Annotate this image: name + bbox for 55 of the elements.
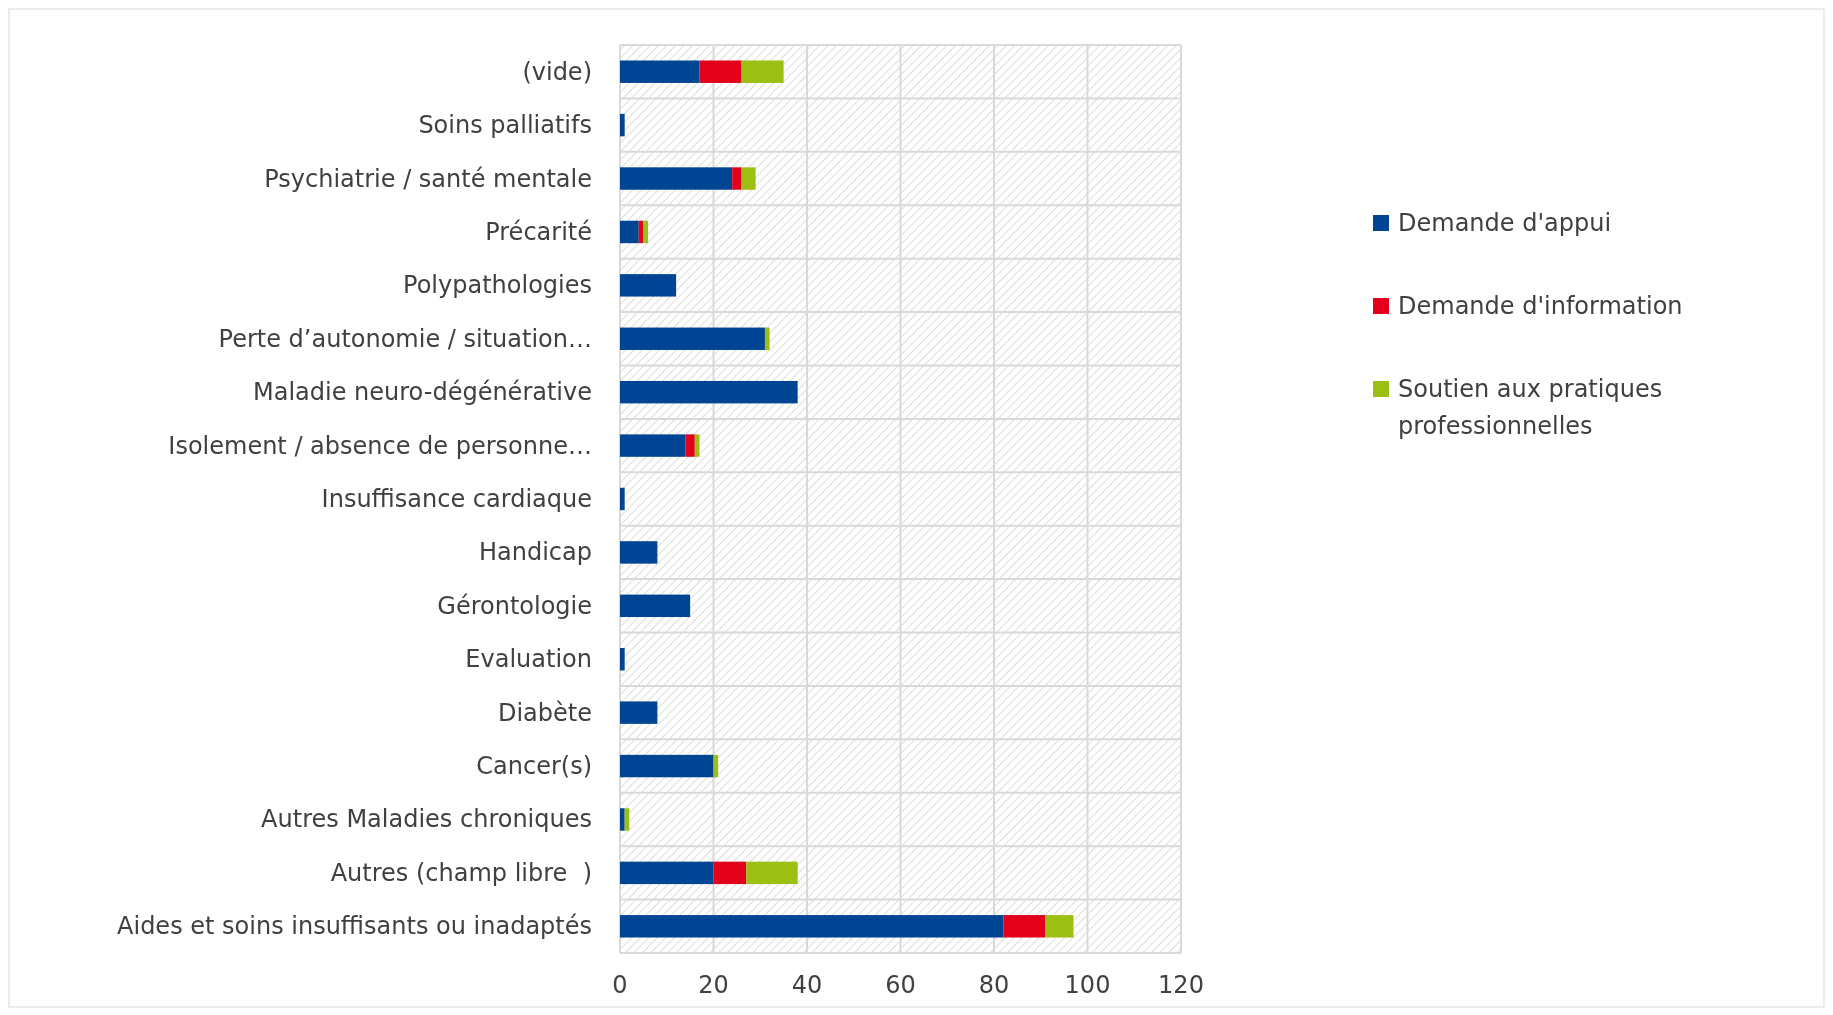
bar	[620, 754, 714, 778]
x-tick-label: 120	[1158, 971, 1204, 999]
bar	[620, 701, 658, 724]
y-tick-label: Handicap	[478, 538, 592, 567]
y-tick-label: Précarité	[485, 217, 592, 246]
y-tick-label: Polypathologies	[403, 271, 592, 300]
bar	[643, 220, 649, 244]
bar	[746, 861, 798, 885]
x-tick-label: 20	[698, 971, 729, 999]
bar	[620, 220, 639, 244]
bar	[741, 167, 756, 190]
y-tick-label: Perte d’autonomie / situation…	[218, 324, 592, 353]
y-tick-label: Diabète	[497, 698, 592, 727]
bar	[620, 648, 625, 671]
y-tick-label: Insuffisance cardiaque	[321, 485, 592, 513]
legend-label: Demande d'appui	[1398, 209, 1612, 237]
bar	[620, 380, 798, 404]
legend-label: Demande d'information	[1398, 292, 1683, 320]
y-tick-label: Maladie neuro-dégénérative	[253, 378, 592, 407]
bar	[741, 60, 784, 83]
x-tick-label: 40	[791, 971, 823, 999]
bar	[764, 327, 770, 350]
bar	[620, 434, 686, 457]
y-tick-label: (vide)	[522, 57, 592, 86]
bar	[620, 487, 625, 511]
bar	[620, 327, 765, 350]
x-tick-label: 60	[885, 971, 916, 999]
y-tick-label: Evaluation	[465, 645, 592, 674]
bar	[620, 915, 1004, 938]
bar	[620, 167, 733, 190]
bar	[685, 434, 695, 457]
legend-label: Soutien aux pratiques professionnelles	[1398, 375, 1663, 440]
bar	[1045, 915, 1074, 938]
y-tick-label: Soins palliatifs	[418, 111, 592, 140]
bar	[1003, 915, 1046, 938]
bar	[620, 808, 625, 831]
bar	[620, 541, 658, 564]
y-tick-label: Gérontologie	[437, 591, 592, 620]
bar	[620, 274, 677, 297]
bar	[732, 167, 742, 190]
bar	[620, 594, 691, 618]
x-tick-label: 0	[612, 971, 628, 999]
bar	[699, 60, 742, 83]
bar	[620, 113, 625, 137]
y-tick-label: Cancer(s)	[476, 752, 592, 781]
bar	[620, 60, 700, 83]
y-tick-label: Aides et soins insuffisants ou inadaptés	[117, 912, 592, 941]
y-tick-label: Autres Maladies chroniques	[261, 805, 592, 834]
bar	[713, 861, 747, 885]
y-tick-label: Autres (champ libre )	[330, 858, 592, 887]
x-tick-label: 80	[978, 971, 1010, 999]
y-tick-label: Psychiatrie / santé mentale	[264, 164, 592, 193]
y-tick-label: Isolement / absence de personne…	[168, 431, 592, 460]
x-tick-label: 100	[1064, 971, 1111, 999]
bar	[620, 861, 714, 885]
